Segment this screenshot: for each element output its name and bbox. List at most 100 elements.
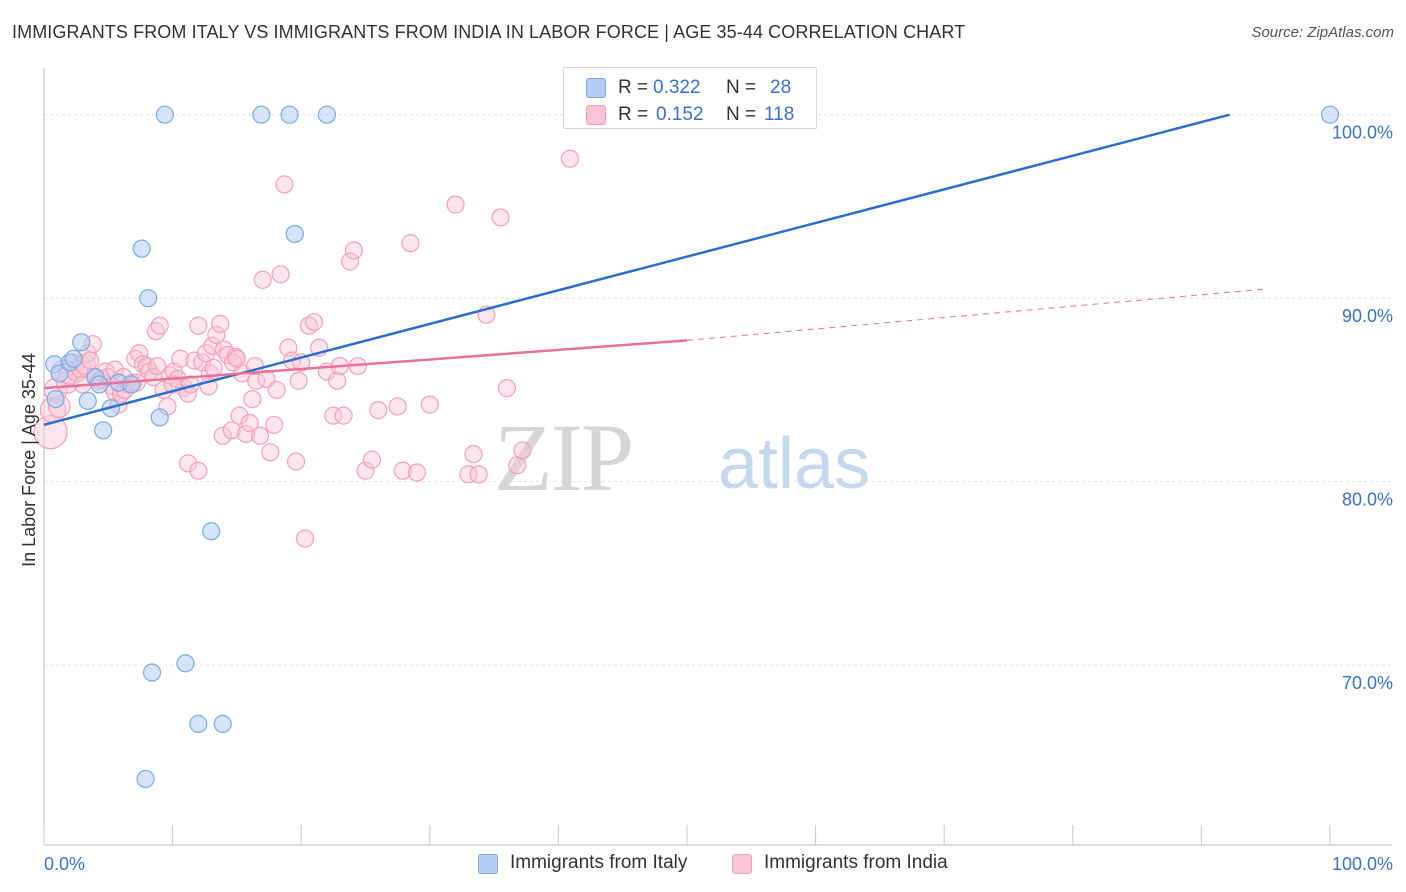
y-tick-label: 90.0% — [1342, 306, 1393, 326]
italy-point — [132, 239, 151, 258]
x-tick-label: 100.0% — [1332, 854, 1393, 874]
italy-point — [317, 105, 337, 124]
india-point — [464, 445, 483, 464]
india-point — [289, 371, 308, 390]
n-label: N = — [726, 77, 757, 98]
india-point — [328, 371, 347, 390]
italy-point — [213, 714, 232, 733]
india-point — [560, 149, 580, 168]
r-label: R = — [618, 77, 649, 98]
italy-point — [1320, 105, 1340, 124]
india-point — [340, 252, 360, 271]
legend-label: Immigrants from Italy — [510, 852, 688, 873]
grid-lines — [44, 114, 1392, 666]
italy-point — [189, 714, 208, 733]
italy-point — [150, 408, 169, 427]
india-point — [401, 234, 420, 253]
india-point — [150, 316, 169, 335]
india-point — [189, 316, 208, 335]
italy-point — [155, 105, 174, 124]
india-point — [513, 441, 532, 460]
italy-trend-line — [43, 113, 1231, 427]
italy-point — [252, 105, 271, 124]
india-point — [163, 375, 182, 394]
y-tick-label: 80.0% — [1342, 490, 1393, 510]
y-axis-title: In Labor Force | Age 35-44 — [19, 353, 39, 567]
italy-point — [285, 224, 304, 244]
italy-point — [176, 654, 195, 673]
india-point — [295, 529, 315, 548]
italy-point — [94, 421, 113, 440]
india-point — [196, 344, 216, 363]
india-point — [240, 413, 259, 433]
italy-point — [64, 349, 83, 368]
y-tick-label: 70.0% — [1342, 673, 1393, 693]
india-point — [286, 452, 306, 471]
italy-point — [142, 663, 162, 682]
india-point — [459, 465, 478, 484]
india-point — [178, 454, 198, 473]
n-value: 118 — [764, 104, 795, 125]
italy-point — [136, 769, 155, 789]
tick-labels: 70.0% 80.0% 90.0% 100.0% 0.0% 100.0% — [44, 123, 1393, 874]
india-point — [230, 406, 249, 425]
italy-point — [46, 390, 65, 409]
italy-point — [72, 333, 91, 352]
india-point — [265, 415, 284, 434]
india-point — [236, 424, 256, 444]
italy-swatch — [586, 78, 606, 98]
india-point — [267, 380, 286, 400]
india-point — [334, 406, 353, 425]
r-value: 0.152 — [656, 104, 704, 125]
india-point — [227, 349, 246, 368]
chart-title: IMMIGRANTS FROM ITALY VS IMMIGRANTS FROM… — [12, 22, 966, 42]
n-value: 28 — [770, 77, 792, 98]
india-trend-line — [43, 339, 688, 390]
india-point — [203, 336, 222, 355]
r-label: R = — [618, 104, 649, 125]
india-point — [393, 461, 412, 480]
trend-lines — [43, 113, 1266, 427]
series-legend: Immigrants from Italy Immigrants from In… — [0, 852, 1406, 878]
india-point — [213, 426, 232, 445]
italy-swatch — [478, 854, 498, 874]
india-point — [243, 390, 262, 409]
india-point — [189, 461, 208, 480]
stats-legend: R = 0.322 N = 28 R = 0.152 N = 118 — [563, 67, 817, 129]
india-point — [362, 450, 382, 469]
india-point — [250, 426, 270, 445]
india-point — [253, 270, 272, 289]
india-point — [446, 195, 465, 214]
india-swatch — [732, 854, 752, 874]
india-point — [222, 421, 241, 440]
india-point — [420, 395, 439, 414]
india-point — [491, 208, 510, 227]
india-point — [171, 349, 190, 368]
axes — [43, 68, 1392, 846]
india-swatch — [586, 105, 606, 125]
italy-point — [280, 105, 299, 124]
n-label: N = — [726, 104, 757, 125]
india-point — [81, 351, 100, 370]
source-label[interactable]: Source: ZipAtlas.com — [1251, 24, 1394, 41]
india-point — [344, 241, 364, 260]
italy-point — [202, 522, 221, 541]
india-point — [369, 401, 388, 420]
india-point — [271, 265, 290, 284]
india-point — [211, 314, 230, 333]
india-point — [207, 325, 226, 344]
y-tick-label: 100.0% — [1332, 123, 1393, 143]
italy-point — [139, 289, 158, 308]
legend-label: Immigrants from India — [764, 852, 948, 873]
india-trend-extension — [686, 288, 1266, 341]
r-value: 0.322 — [653, 77, 701, 98]
watermark-atlas: atlas — [718, 424, 870, 504]
india-point — [388, 397, 407, 416]
india-point — [148, 356, 167, 376]
watermark: ZIP atlas — [494, 404, 870, 511]
india-point — [497, 379, 517, 398]
india-point — [324, 406, 343, 425]
italy-point — [122, 375, 141, 394]
italy-point — [78, 391, 97, 411]
